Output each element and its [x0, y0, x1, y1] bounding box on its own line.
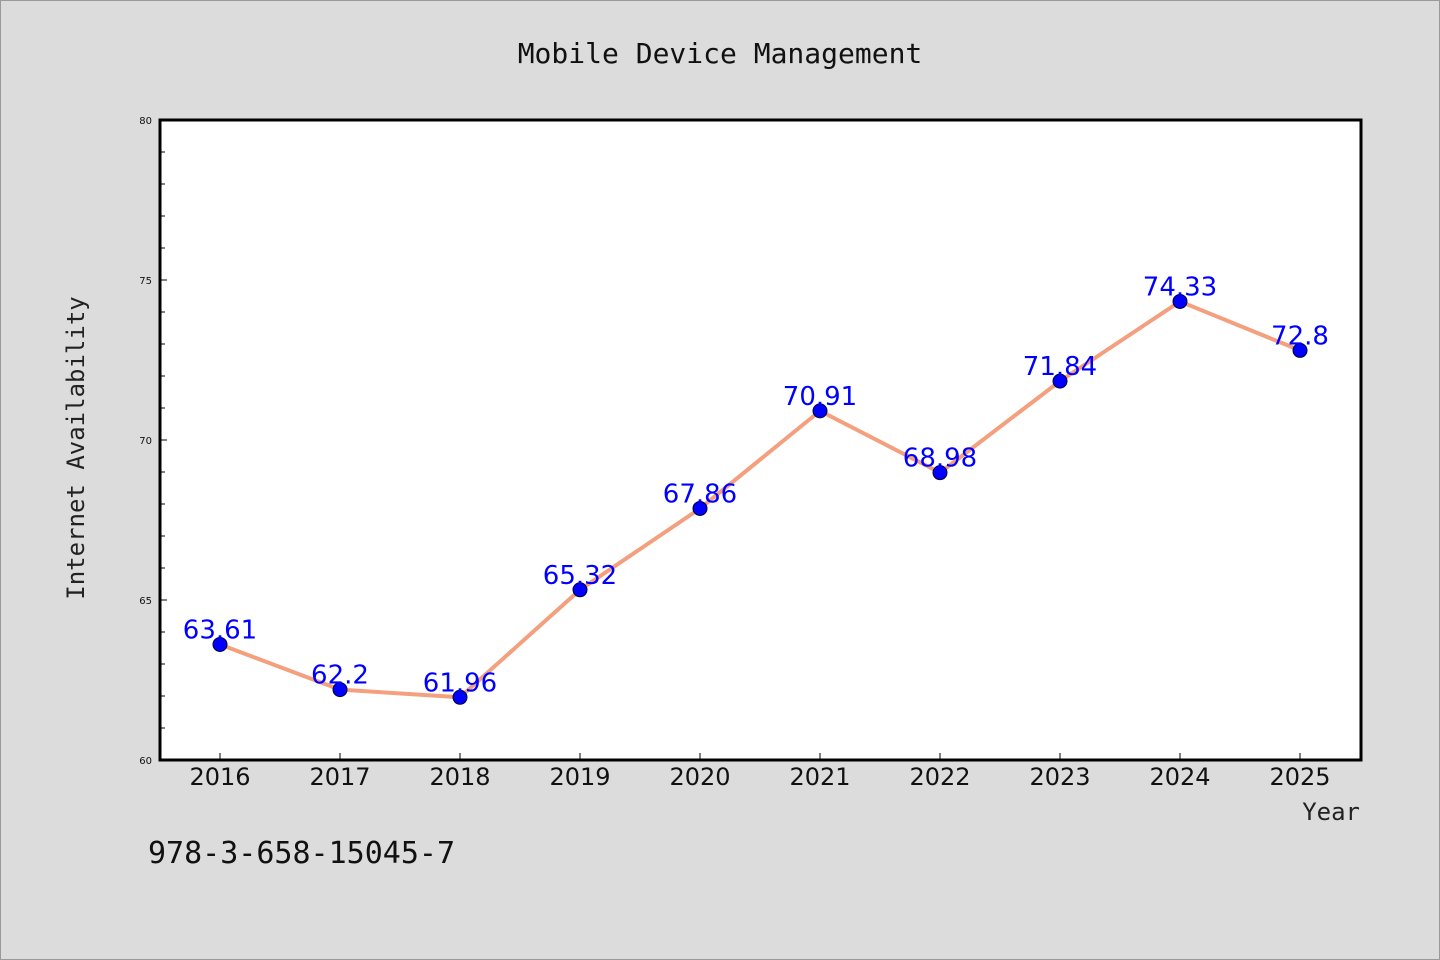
y-tick-labels: 60 65 70 75 80 — [139, 116, 152, 767]
data-label: 63.61 — [183, 615, 257, 645]
x-tick-label: 2021 — [789, 763, 850, 791]
x-tick-label: 2020 — [669, 763, 730, 791]
plot-area — [160, 120, 1361, 760]
x-tick-label: 2024 — [1149, 763, 1210, 791]
x-axis-label: Year — [1302, 798, 1360, 826]
y-tick-label: 75 — [139, 276, 152, 287]
data-point — [332, 682, 348, 698]
x-tick-label: 2025 — [1269, 763, 1330, 791]
data-markers — [212, 293, 1308, 705]
data-point — [812, 403, 828, 419]
x-tick-label: 2019 — [549, 763, 610, 791]
data-point — [1172, 293, 1188, 309]
isbn-annotation: 978-3-658-15045-7 — [148, 836, 455, 871]
data-label: 67.86 — [663, 479, 737, 509]
series-line — [219, 299, 1301, 700]
data-label: 72.8 — [1271, 321, 1329, 351]
data-labels: 63.61 62.2 61.96 65.32 67.86 70.91 68.98 71.84 7… — [183, 272, 1329, 698]
data-point — [1052, 373, 1068, 389]
data-point — [692, 500, 708, 516]
x-tick-label: 2017 — [309, 763, 370, 791]
data-point — [1292, 342, 1308, 358]
y-tick-label: 70 — [139, 436, 152, 447]
y-tick-label: 65 — [139, 596, 152, 607]
y-tick-label: 80 — [139, 116, 152, 127]
data-label: 61.96 — [423, 668, 497, 698]
chart-title: Mobile Device Management — [518, 37, 923, 70]
data-label: 65.32 — [543, 561, 617, 591]
data-label: 62.2 — [311, 661, 369, 691]
data-label: 71.84 — [1023, 352, 1097, 382]
x-tick-label: 2023 — [1029, 763, 1090, 791]
data-label: 74.33 — [1143, 272, 1217, 302]
data-point — [932, 465, 948, 481]
x-tick-label: 2022 — [909, 763, 970, 791]
data-label: 68.98 — [903, 444, 977, 474]
data-label: 70.91 — [783, 382, 857, 412]
data-point — [212, 636, 228, 652]
x-tick-label: 2016 — [189, 763, 250, 791]
x-tick-label: 2018 — [429, 763, 490, 791]
data-point — [452, 689, 468, 705]
plot-border — [158, 118, 1363, 762]
y-axis-label: Internet Availability — [62, 296, 90, 599]
x-tick-labels: 2016 2017 2018 2019 2020 2021 2022 2023 2024 2025 — [189, 763, 1330, 791]
y-tick-label: 60 — [139, 756, 152, 767]
data-point — [572, 582, 588, 598]
